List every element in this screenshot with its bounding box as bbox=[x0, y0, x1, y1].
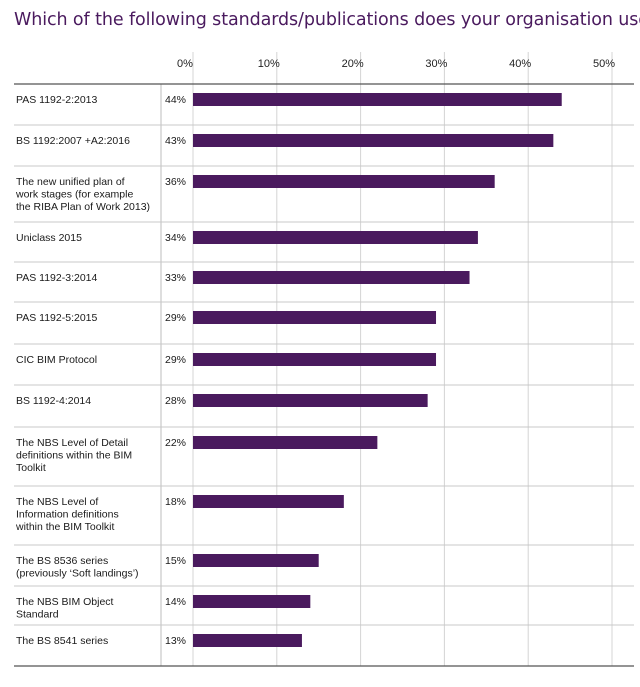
category-label: The NBS BIM Object Standard bbox=[16, 596, 114, 621]
bar bbox=[193, 175, 495, 188]
value-label: 43% bbox=[165, 135, 186, 147]
x-tick-label: 40% bbox=[509, 58, 531, 70]
bar bbox=[193, 634, 302, 647]
category-label: BS 1192:2007 +A2:2016 bbox=[16, 135, 130, 147]
value-label: 13% bbox=[165, 635, 186, 647]
category-labels: PAS 1192-2:2013 BS 1192:2007 +A2:2016 The … bbox=[15, 94, 150, 647]
value-label: 18% bbox=[165, 496, 186, 508]
category-label: The NBS Level of Detail definitions withi… bbox=[16, 437, 132, 474]
bars bbox=[193, 93, 562, 647]
bar bbox=[193, 353, 437, 366]
x-axis-ticks: 0% 10% 20% 30% 40% 50% bbox=[177, 58, 615, 70]
value-label: 34% bbox=[165, 232, 186, 244]
category-label: PAS 1192-5:2015 bbox=[16, 312, 97, 324]
category-label: The BS 8541 series bbox=[16, 635, 108, 647]
category-label: CIC BIM Protocol bbox=[16, 354, 97, 366]
value-label: 33% bbox=[165, 272, 186, 284]
category-label: The NBS Level of Information definitions w… bbox=[15, 496, 119, 533]
bar bbox=[193, 495, 344, 508]
category-label: The BS 8536 series (previously ‘Soft land… bbox=[16, 555, 139, 580]
x-tick-label: 10% bbox=[258, 58, 280, 70]
value-label: 15% bbox=[165, 555, 186, 567]
bar bbox=[193, 436, 378, 449]
category-label: Uniclass 2015 bbox=[16, 232, 82, 244]
bar bbox=[193, 271, 470, 284]
bar bbox=[193, 595, 311, 608]
bar bbox=[193, 394, 428, 407]
bar bbox=[193, 93, 562, 106]
value-label: 44% bbox=[165, 94, 186, 106]
x-tick-label: 30% bbox=[425, 58, 447, 70]
value-label: 29% bbox=[165, 354, 186, 366]
value-label: 22% bbox=[165, 437, 186, 449]
value-label: 14% bbox=[165, 596, 186, 608]
value-label: 28% bbox=[165, 395, 186, 407]
category-label: The new unified plan of work stages (for … bbox=[15, 176, 150, 213]
bar bbox=[193, 554, 319, 567]
value-label: 36% bbox=[165, 176, 186, 188]
category-label: PAS 1192-2:2013 bbox=[16, 94, 97, 106]
bar bbox=[193, 134, 554, 147]
x-tick-label: 20% bbox=[342, 58, 364, 70]
row-separators bbox=[14, 83, 634, 667]
x-tick-label: 0% bbox=[177, 58, 193, 70]
x-tick-label: 50% bbox=[593, 58, 615, 70]
chart-title: Which of the following standards/publica… bbox=[14, 10, 640, 30]
bar bbox=[193, 311, 437, 324]
category-label: PAS 1192-3:2014 bbox=[16, 272, 97, 284]
category-label: BS 1192-4:2014 bbox=[16, 395, 91, 407]
value-labels: 44% 43% 36% 34% 33% 29% 29% 28% 22% 18% 15% 14% 13% bbox=[165, 94, 186, 647]
value-label: 29% bbox=[165, 312, 186, 324]
bar bbox=[193, 231, 478, 244]
